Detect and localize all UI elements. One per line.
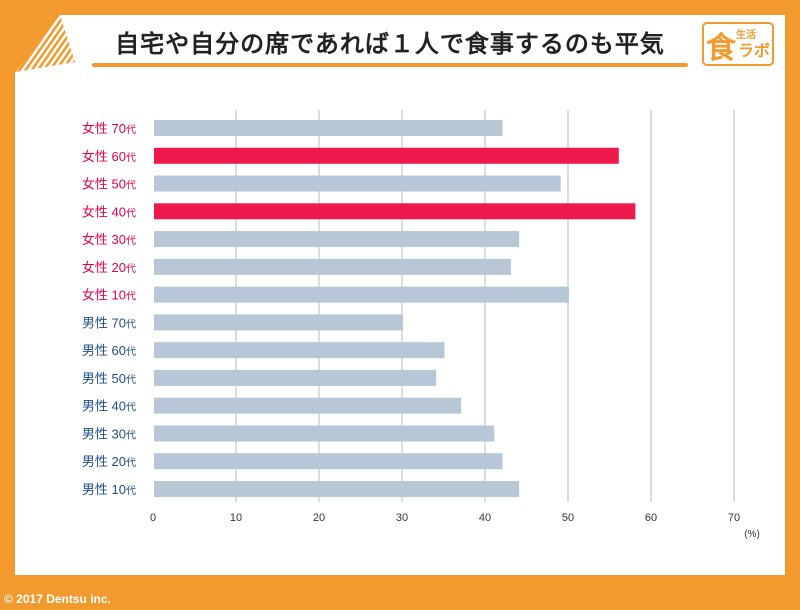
category-label: 男性 30代: [82, 426, 136, 441]
copyright: © 2017 Dentsu inc.: [4, 592, 111, 606]
logo: 食 生活 ラボ: [702, 22, 774, 66]
bar: [154, 286, 569, 303]
category-label: 男性 50代: [82, 371, 136, 386]
bar: [154, 397, 462, 414]
x-tick-label: 30: [396, 512, 408, 524]
category-label: 女性 60代: [82, 149, 136, 164]
category-label: 男性 40代: [82, 399, 136, 414]
bar: [154, 369, 437, 386]
bar: [154, 453, 503, 470]
svg-text:生活: 生活: [736, 28, 756, 41]
category-label: 女性 10代: [82, 288, 136, 303]
bar: [154, 481, 520, 498]
category-label: 女性 20代: [82, 260, 136, 275]
x-tick-label: 70: [728, 512, 740, 524]
title-underline: [92, 63, 688, 67]
x-tick-label: 60: [645, 512, 657, 524]
page-curl-decoration: [0, 0, 75, 80]
x-tick-label: 50: [562, 512, 574, 524]
bar: [154, 120, 503, 136]
bar: [154, 231, 520, 248]
bar: [154, 425, 495, 442]
bar: [154, 342, 445, 359]
x-tick-label: 40: [479, 512, 491, 524]
bar: [154, 147, 619, 164]
svg-text:食: 食: [706, 31, 737, 65]
svg-text:ラボ: ラボ: [738, 42, 770, 60]
x-tick-label: 20: [313, 512, 325, 524]
category-label: 女性 40代: [82, 204, 136, 219]
bar: [154, 258, 511, 275]
chart-title: 自宅や自分の席であれば１人で食事するのも平気: [115, 30, 665, 58]
x-unit-label: (%): [744, 529, 760, 540]
x-tick-label: 10: [230, 512, 242, 524]
category-label: 女性 30代: [82, 232, 136, 247]
category-label: 男性 20代: [82, 454, 136, 469]
category-label: 女性 50代: [82, 177, 136, 192]
bar: [154, 203, 636, 220]
bar: [154, 175, 561, 192]
category-label: 女性 70代: [82, 121, 136, 136]
category-label: 男性 60代: [82, 343, 136, 358]
category-label: 男性 10代: [82, 482, 136, 497]
category-label: 男性 70代: [82, 315, 136, 330]
x-tick-label: 0: [150, 512, 156, 524]
bar: [154, 314, 403, 331]
